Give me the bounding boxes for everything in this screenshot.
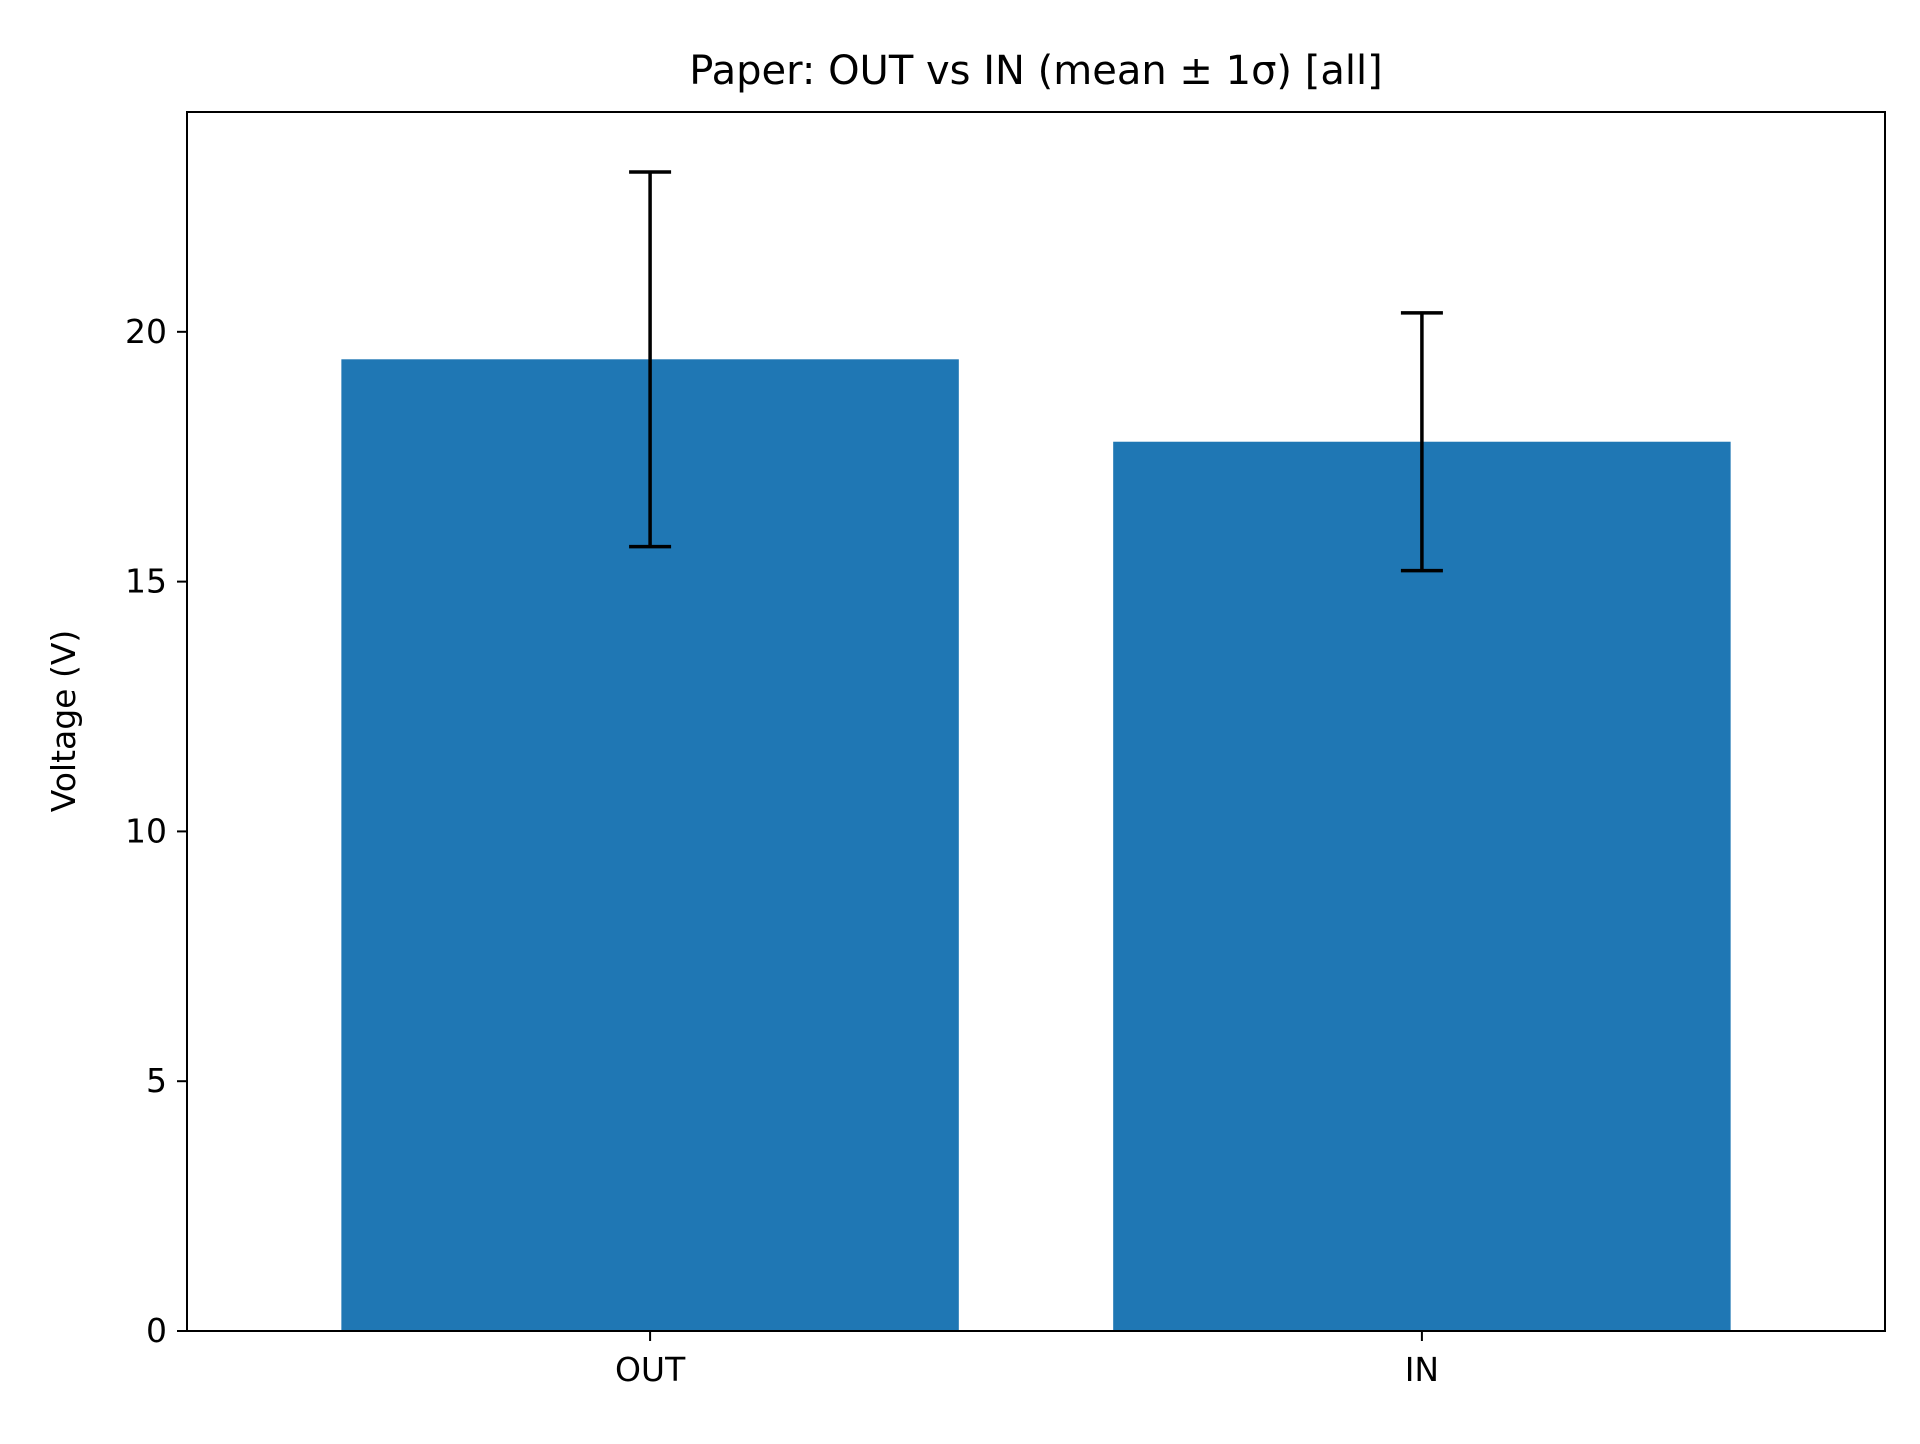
x-axis: OUT IN [615, 1331, 1439, 1389]
y-tick-label: 15 [125, 562, 167, 601]
y-axis-label: Voltage (V) [44, 630, 83, 813]
y-tick-label: 0 [146, 1311, 167, 1350]
x-tick-label: OUT [615, 1350, 686, 1389]
y-tick-label: 5 [146, 1061, 167, 1100]
x-tick-label: IN [1405, 1350, 1439, 1389]
errorbar-out [629, 170, 672, 549]
plot-marks [341, 170, 1731, 1332]
y-tick-label: 10 [125, 811, 167, 850]
plot-frame [186, 111, 1886, 1332]
errorbar-in [1400, 311, 1443, 573]
chart-title: Paper: OUT vs IN (mean ± 1σ) [all] [689, 48, 1382, 94]
bar-in [1113, 441, 1731, 1332]
y-tick-label: 20 [125, 312, 167, 351]
y-axis: 0 5 10 15 20 [125, 312, 187, 1350]
